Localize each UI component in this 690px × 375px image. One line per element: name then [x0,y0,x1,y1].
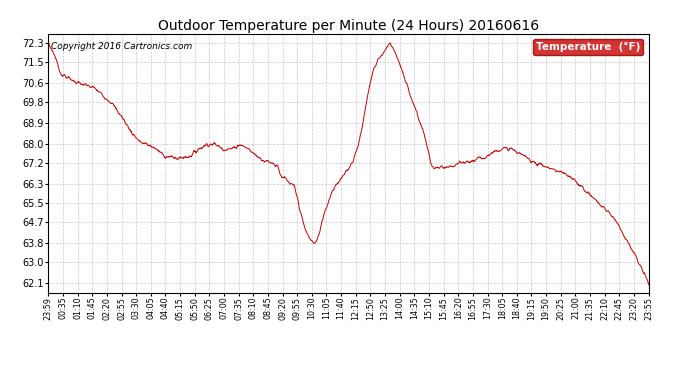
Title: Outdoor Temperature per Minute (24 Hours) 20160616: Outdoor Temperature per Minute (24 Hours… [158,19,539,33]
Line: Temperature  (°F): Temperature (°F) [48,42,649,285]
Temperature  (°F) [44,40,52,45]
Temperature  (°F) [573,181,582,186]
Temperature  (°F) [177,156,186,160]
Text: Copyright 2016 Cartronics.com: Copyright 2016 Cartronics.com [51,42,193,51]
Temperature  (°F) [245,147,253,151]
Temperature  (°F) [644,282,653,287]
Temperature  (°F) [520,154,529,158]
Temperature  (°F) [163,154,171,159]
Temperature  (°F) [442,166,450,170]
Legend: Temperature  (°F): Temperature (°F) [533,39,643,55]
